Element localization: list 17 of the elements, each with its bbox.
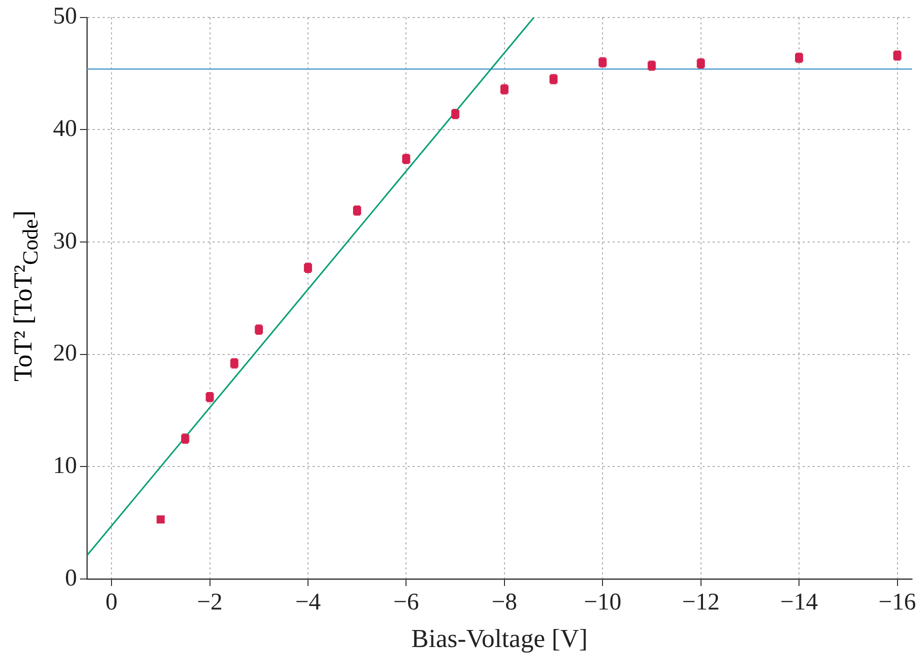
x-tick-label: −10 [584,590,622,616]
y-tick-label: 30 [53,228,77,254]
y-tick-label: 10 [53,452,77,479]
x-tick-label: −6 [393,590,419,616]
y-tick-label: 50 [53,4,77,30]
point [156,515,165,524]
x-axis-title: Bias-Voltage [V] [411,624,588,654]
x-tick-label: −4 [295,590,321,616]
y-tick-label: 0 [65,565,77,592]
x-tick-label: −12 [682,590,720,616]
y-tick-label: 20 [53,340,77,367]
x-tick-label: −2 [196,590,223,616]
x-tick-label: 0 [106,590,118,616]
y-tick-label: 40 [53,116,77,142]
x-tick-label: −14 [780,590,818,616]
x-tick-label: −8 [492,590,518,616]
x-tick-label: −16 [878,590,916,616]
